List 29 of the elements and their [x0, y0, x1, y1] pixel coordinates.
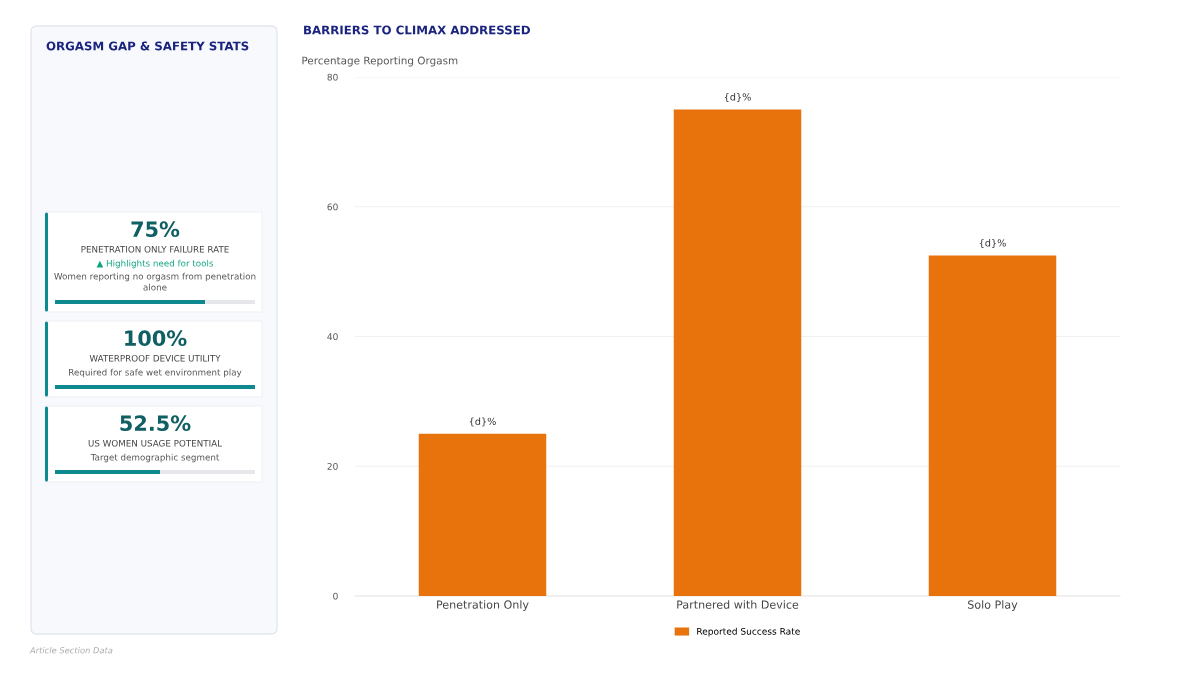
legend-label: Reported Success Rate — [697, 627, 800, 637]
data-label: 100% — [125, 330, 187, 347]
y-tick-label: 20 — [327, 462, 338, 470]
data-label: 75% — [131, 221, 180, 238]
text: Article Section Data — [29, 646, 113, 654]
data-label: {d}% — [979, 239, 1006, 249]
category-label: WATERPROOF DEVICE UTILITY — [89, 354, 221, 362]
y-tick-label: 0 — [333, 592, 338, 600]
y-tick-label: 60 — [327, 203, 338, 211]
data-label: {d}% — [469, 417, 496, 427]
y-axis-title: Percentage Reporting Orgasm — [302, 56, 458, 67]
bar — [418, 433, 547, 596]
category-label: PENETRATION ONLY FAILURE RATE — [81, 245, 229, 253]
text: ORGASM GAP & SAFETY STATS — [46, 41, 249, 51]
text: Women reporting no orgasm from penetration alone — [54, 272, 256, 291]
y-tick-label: 40 — [327, 333, 338, 341]
text: Required for safe wet environment play — [69, 368, 242, 378]
data-label: 52.5% — [120, 415, 191, 432]
text: Target demographic segment — [90, 453, 220, 463]
x-tick-label: Penetration Only — [437, 600, 529, 611]
x-tick-label: Solo Play — [968, 600, 1018, 611]
chart-title: BARRIERS TO CLIMAX ADDRESSED — [304, 25, 530, 35]
data-label: {d}% — [724, 93, 751, 103]
y-tick-label: 80 — [327, 73, 338, 81]
category-label: US WOMEN USAGE POTENTIAL — [88, 439, 222, 447]
x-tick-label: Partnered with Device — [677, 600, 799, 609]
bar — [928, 255, 1057, 596]
bar — [673, 109, 802, 596]
text: ▲ Highlights need for tools — [96, 259, 214, 269]
